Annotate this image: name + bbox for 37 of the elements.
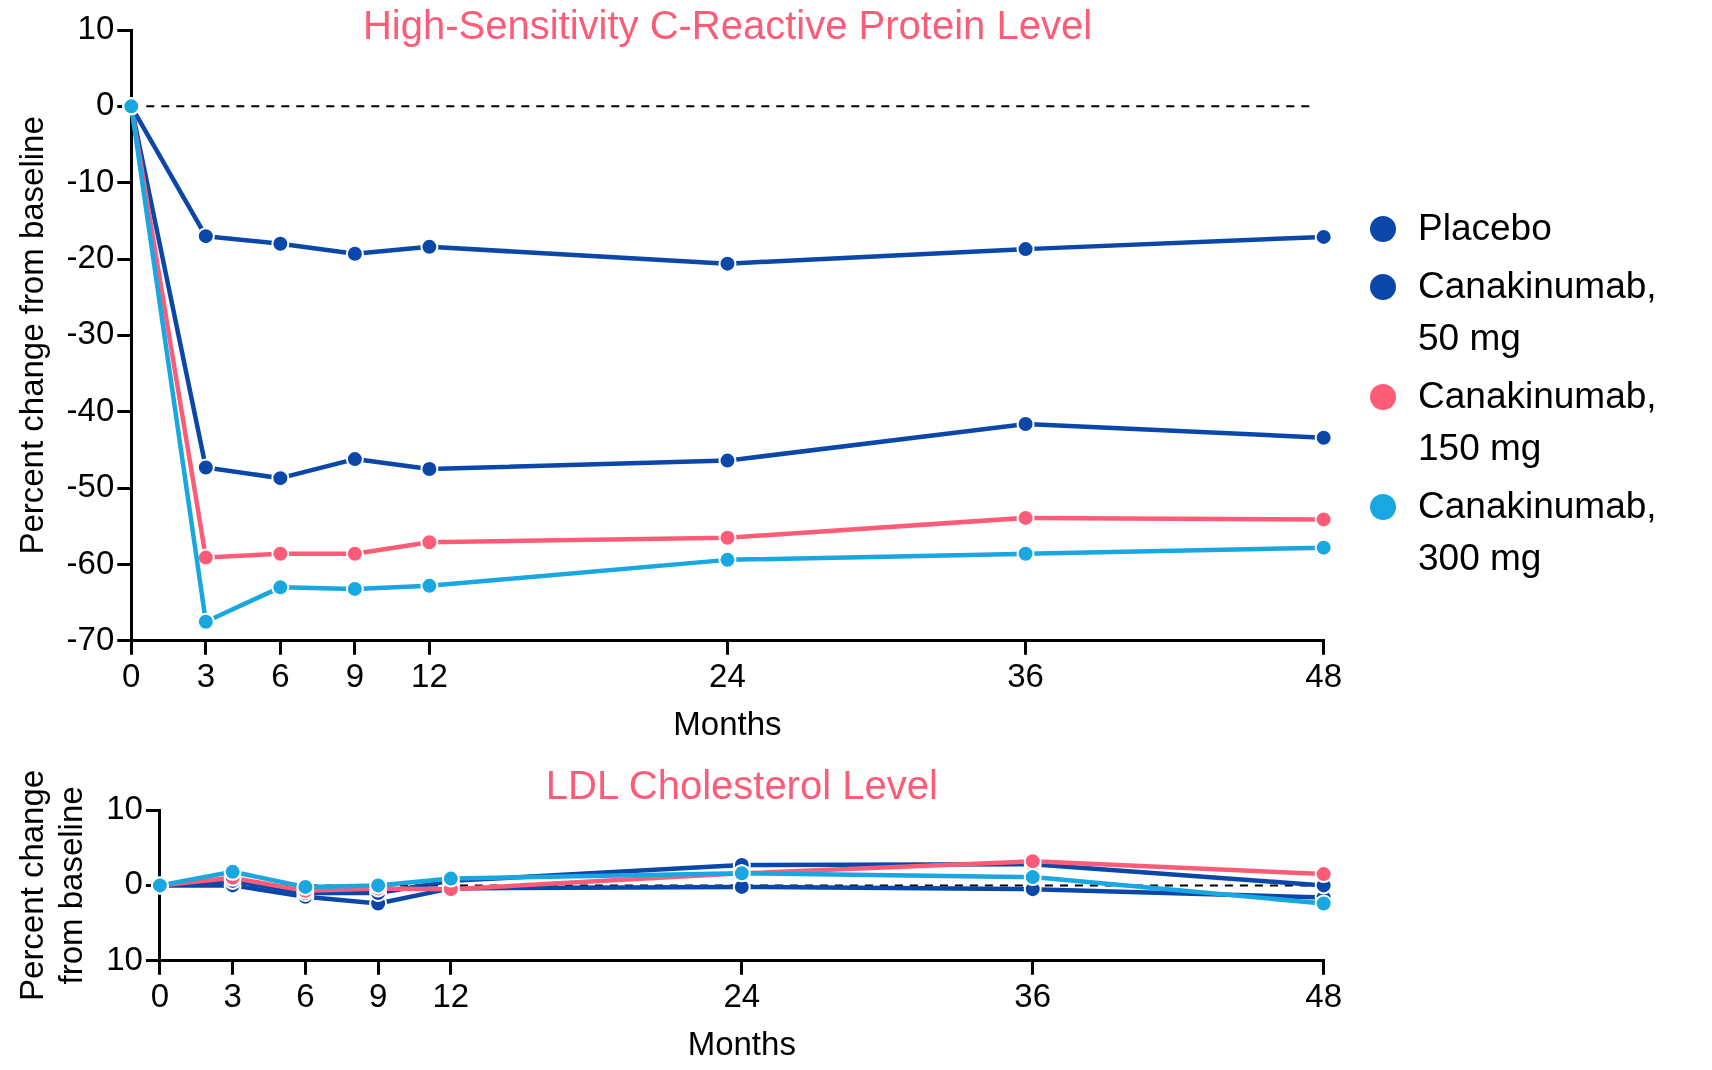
x-tick-label: 6 (271, 656, 290, 694)
chart-title: LDL Cholesterol Level (545, 763, 938, 808)
legend-label: Canakinumab, 150 mg (1418, 374, 1658, 470)
x-tick-label: 3 (223, 976, 242, 1014)
x-tick-label: 24 (723, 976, 761, 1014)
x-tick-label: 9 (345, 656, 365, 694)
y-tick-label: 0 (124, 864, 143, 902)
chart-title: High-Sensitivity C-Reactive Protein Level (362, 3, 1093, 48)
y-axis-title: Percent change from baseline (12, 116, 50, 555)
y-tick-label: -70 (66, 619, 115, 657)
x-tick-label: 3 (196, 656, 215, 694)
y-tick-label: 0 (95, 85, 115, 123)
y-tick-label: -60 (66, 543, 115, 581)
y-tick-label: -30 (66, 314, 115, 352)
x-tick-label: 6 (296, 976, 315, 1014)
y-tick-label: -40 (66, 390, 115, 428)
x-tick-label: 36 (1014, 976, 1052, 1014)
x-axis-title: Months (673, 705, 782, 743)
legend-label: Placebo (1418, 206, 1553, 250)
x-axis-title: Months (687, 1025, 796, 1063)
x-tick-label: 0 (150, 976, 170, 1014)
x-tick-label: 24 (709, 656, 746, 694)
x-tick-label: 12 (432, 976, 470, 1014)
x-tick-label: 36 (1007, 656, 1044, 694)
x-tick-label: 48 (1305, 656, 1343, 694)
y-tick-label: 10 (77, 9, 115, 47)
y-tick-label: -50 (66, 467, 115, 505)
x-tick-label: 12 (411, 656, 448, 694)
x-tick-label: 9 (368, 976, 388, 1014)
x-tick-label: 48 (1305, 976, 1343, 1014)
legend-label: Canakinumab, 50 mg (1418, 264, 1658, 360)
legend-label: Canakinumab, 300 mg (1418, 484, 1658, 580)
y-tick-label: -20 (66, 238, 115, 276)
y-axis-title: Percent change from baseline (12, 769, 90, 1001)
y-tick-label: -10 (66, 161, 115, 199)
y-tick-label: 10 (106, 939, 143, 977)
y-tick-label: 10 (106, 789, 143, 827)
